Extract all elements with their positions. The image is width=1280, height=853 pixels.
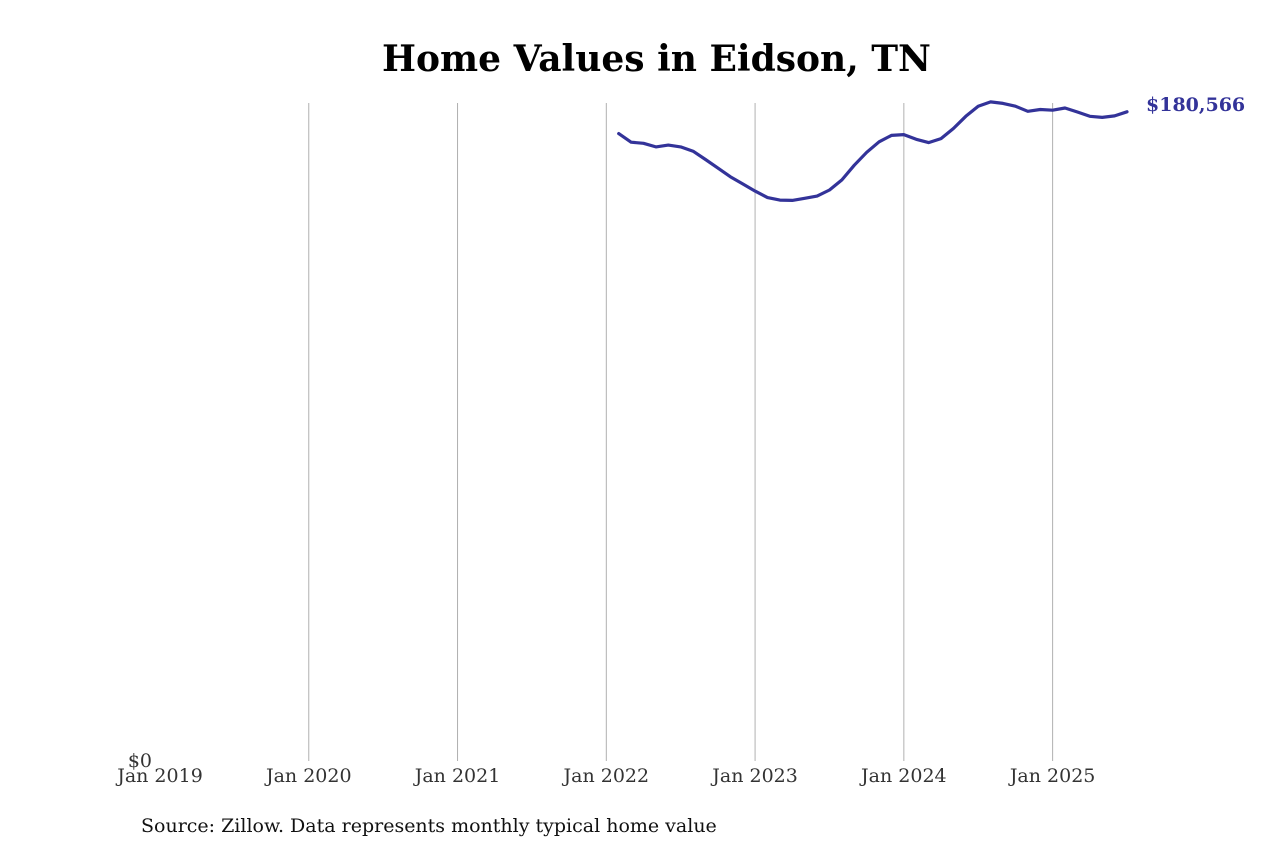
x-tick-label: Jan 2024 <box>859 765 947 787</box>
x-tick-label: Jan 2022 <box>562 765 650 787</box>
x-tick-label: Jan 2019 <box>115 765 203 787</box>
label-layer: Jan 2019 Jan 2020 Jan 2021 Jan 2022 Jan 2023… <box>115 94 1245 787</box>
chart-title: Home Values in Eidson, TN <box>382 38 931 80</box>
source-note: Source: Zillow. Data represents monthly … <box>141 815 717 837</box>
x-tick-label: Jan 2025 <box>1008 765 1096 787</box>
y-tick-label: $0 <box>128 750 152 772</box>
x-tick-label: Jan 2021 <box>413 765 501 787</box>
x-tick-label: Jan 2023 <box>710 765 798 787</box>
end-value-label: $180,566 <box>1146 94 1245 116</box>
gridlines <box>308 103 1054 761</box>
x-tick-label: Jan 2020 <box>264 765 352 787</box>
series-layer <box>617 100 1129 202</box>
series-line <box>617 100 1129 202</box>
